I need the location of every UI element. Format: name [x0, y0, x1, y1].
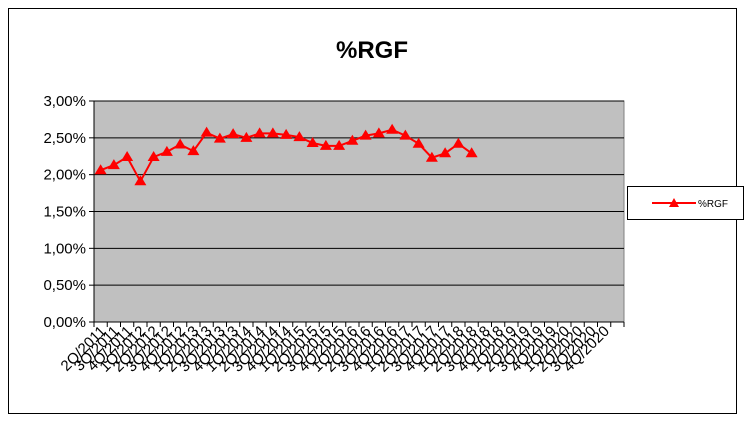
data-point — [227, 128, 240, 139]
data-point — [107, 159, 120, 170]
y-tick-label: 1,50% — [43, 204, 86, 221]
legend-series-marker — [669, 198, 679, 207]
data-point — [399, 129, 412, 140]
data-point — [147, 150, 160, 161]
data-point — [372, 127, 385, 138]
data-point — [213, 132, 226, 143]
data-point — [94, 164, 107, 175]
series-layer — [94, 123, 478, 186]
y-tick-label: 1,00% — [43, 240, 86, 257]
data-point — [439, 147, 452, 158]
chart-title: %RGF — [336, 37, 408, 64]
y-axis: 0,00% 0,50% 1,00% 1,50% 2,00% 2,50% 3,00% — [43, 93, 95, 331]
data-point — [174, 138, 187, 149]
data-point — [452, 137, 465, 148]
data-point — [333, 139, 346, 150]
data-point — [412, 137, 425, 148]
y-tick-label: 0,00% — [43, 314, 86, 331]
y-tick-label: 3,00% — [43, 93, 86, 110]
legend: %RGF — [627, 186, 744, 220]
data-point — [121, 150, 134, 161]
data-point — [266, 127, 279, 138]
data-point — [319, 139, 332, 150]
data-point — [306, 136, 319, 147]
data-point — [240, 131, 253, 142]
data-point — [359, 129, 372, 140]
data-point — [160, 145, 173, 156]
data-point — [253, 127, 266, 138]
data-point — [134, 175, 147, 186]
data-point — [187, 145, 200, 156]
y-tick-label: 0,50% — [43, 277, 86, 294]
data-point — [293, 131, 306, 142]
data-point — [346, 134, 359, 145]
data-point — [465, 147, 478, 158]
data-point — [280, 128, 293, 139]
x-axis: 2Q/20113Q/20114Q/20111Q/20122Q/20123Q/20… — [58, 321, 625, 376]
legend-series-label: %RGF — [698, 199, 728, 210]
data-point — [425, 151, 438, 162]
data-point — [200, 126, 213, 137]
y-tick-label: 2,00% — [43, 167, 86, 184]
data-point — [386, 123, 399, 134]
y-tick-label: 2,50% — [43, 130, 86, 147]
